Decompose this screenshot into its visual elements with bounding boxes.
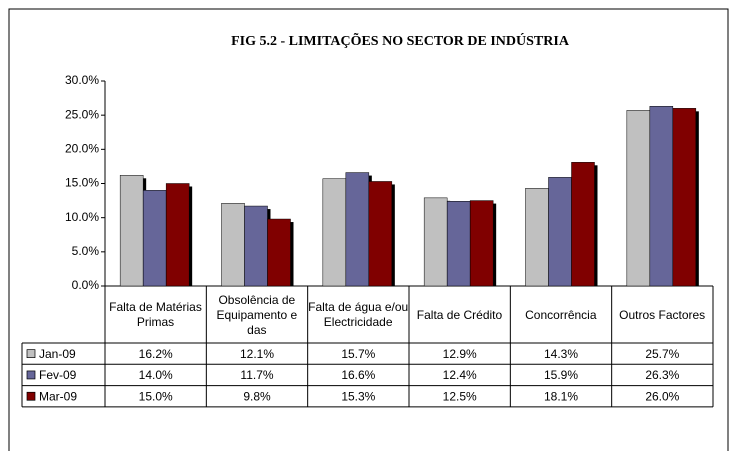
bar (446, 201, 471, 287)
value-label: 15.3% (341, 389, 375, 403)
value-label: 25.7% (645, 347, 679, 361)
x-tick-label: Concorrência (525, 307, 597, 322)
bar (322, 178, 347, 287)
bar (571, 162, 595, 287)
bar (672, 108, 697, 287)
bar (165, 183, 190, 287)
legend-label: Jan-09 (39, 347, 76, 361)
legend-swatch (26, 370, 36, 380)
bar (649, 106, 674, 287)
value-label: 11.7% (240, 368, 273, 382)
bar (244, 205, 268, 287)
value-label: 12.9% (443, 347, 477, 361)
legend-swatch (26, 391, 36, 401)
bar (525, 188, 549, 287)
legend-label: Mar-09 (39, 389, 77, 403)
bar (267, 218, 291, 287)
bar (469, 200, 494, 287)
bar (423, 197, 448, 287)
value-label: 26.0% (645, 389, 679, 403)
bar (548, 177, 572, 287)
bar (119, 175, 144, 287)
value-label: 16.2% (139, 347, 173, 361)
x-tick-label: Outros Factores (619, 307, 706, 322)
value-label: 14.0% (139, 368, 173, 382)
value-label: 14.3% (544, 347, 578, 361)
value-label: 16.6% (341, 368, 375, 382)
bar (626, 110, 651, 287)
y-tick-label: 25.0% (65, 107, 99, 121)
x-tick-label: Falta de Matérias Primas (109, 300, 202, 329)
legend-label: Fev-09 (39, 368, 77, 382)
bar (368, 181, 393, 287)
chart-title: FIG 5.2 - LIMITAÇÕES NO SECTOR DE INDÚST… (231, 31, 570, 49)
x-tick-label: Obsolência de Equipamento e das (216, 292, 298, 337)
y-tick-label: 15.0% (65, 176, 99, 190)
y-tick-label: 0.0% (72, 278, 100, 292)
y-tick-label: 10.0% (65, 210, 99, 224)
value-label: 26.3% (645, 368, 679, 382)
y-tick-label: 20.0% (65, 142, 99, 156)
bar (142, 190, 167, 287)
legend-swatch (26, 349, 36, 358)
value-label: 12.5% (443, 389, 477, 403)
bar (221, 203, 245, 287)
y-tick-label: 5.0% (72, 244, 100, 258)
value-label: 15.0% (139, 389, 173, 403)
x-tick-label: Falta de Crédito (416, 307, 503, 322)
value-label: 18.1% (544, 389, 578, 403)
frame (8, 8, 729, 451)
x-tick-label: Falta de água e/ou Electricidade (308, 300, 409, 329)
value-label: 12.4% (443, 368, 477, 382)
value-label: 15.9% (544, 368, 578, 382)
bar (345, 172, 370, 287)
y-tick-label: 30.0% (65, 73, 99, 87)
value-label: 12.1% (240, 347, 274, 361)
value-label: 9.8% (243, 389, 271, 403)
value-label: 15.7% (341, 347, 375, 361)
